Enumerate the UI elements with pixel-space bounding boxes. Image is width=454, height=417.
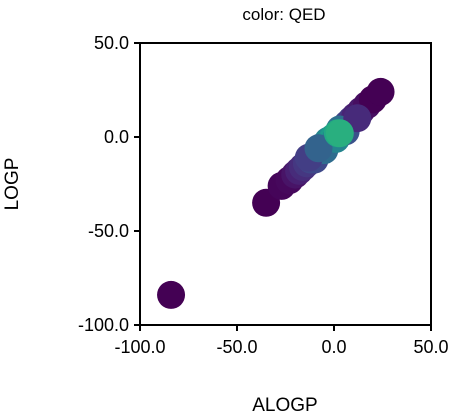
y-tick-label: 50.0	[94, 33, 129, 53]
plot-frame	[139, 42, 432, 326]
y-tick-label: 0.0	[104, 127, 129, 147]
x-tick-label: -50.0	[216, 337, 257, 357]
x-axis-label: ALOGP	[252, 395, 317, 416]
y-axis-label: LOGP	[2, 158, 23, 211]
data-point	[304, 134, 333, 163]
y-tick-label: -100.0	[78, 315, 129, 335]
axis-ticks: -100.0 -50.0 0.0 50.0 -100.0 -50.0 0.0 50.0	[78, 33, 449, 357]
data-point	[366, 77, 395, 106]
y-tick-label: -50.0	[88, 221, 129, 241]
x-tick-label: -100.0	[114, 337, 165, 357]
data-point	[157, 280, 186, 309]
data-points	[157, 77, 395, 309]
chart-title: color: QED	[242, 5, 325, 24]
data-point	[325, 119, 354, 148]
x-tick-label: 0.0	[321, 337, 346, 357]
x-tick-label: 50.0	[413, 337, 448, 357]
